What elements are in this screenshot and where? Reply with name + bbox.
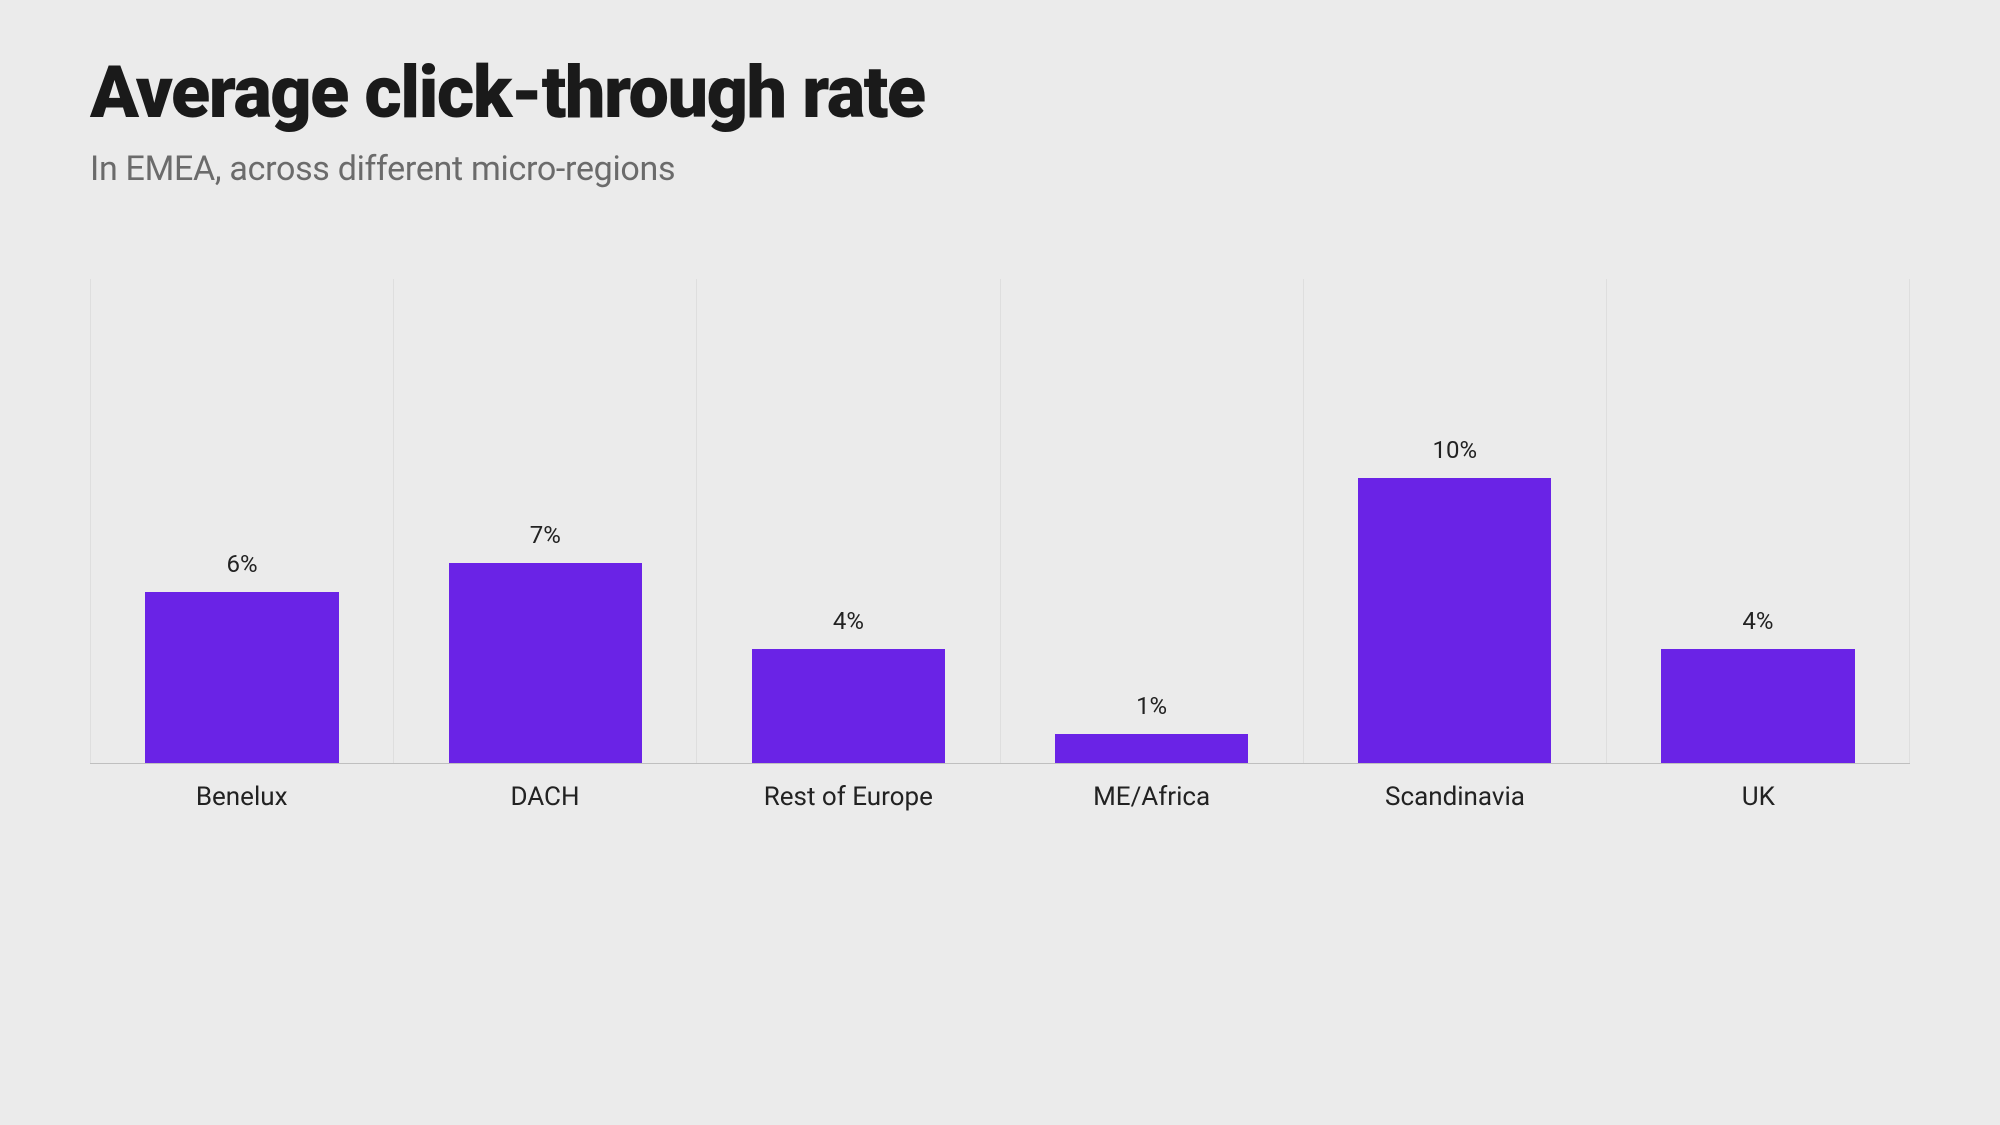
bar (1055, 734, 1248, 762)
bar-value-label: 4% (833, 607, 864, 635)
bar-value-label: 1% (1136, 692, 1167, 720)
chart-title: Average click-through rate (90, 55, 1910, 131)
bar-column: 7% (393, 279, 696, 763)
bar-value-label: 4% (1742, 607, 1773, 635)
chart-subtitle: In EMEA, across different micro-regions (90, 149, 1910, 189)
bar (449, 563, 642, 762)
bar-column: 1% (1000, 279, 1303, 763)
chart-area: 6% 7% 4% 1% 10% 4% BeneluxDACHRest of EuropeM… (90, 279, 1910, 812)
bar (752, 649, 945, 763)
bar (1358, 478, 1551, 763)
bar-value-label: 6% (227, 550, 258, 578)
bar-column: 4% (696, 279, 999, 763)
bar-column: 10% (1303, 279, 1606, 763)
x-axis-label: Scandinavia (1303, 782, 1606, 812)
x-axis-label: Benelux (90, 782, 393, 812)
bar (1661, 649, 1854, 763)
x-axis-label: UK (1607, 782, 1910, 812)
x-axis-label: ME/Africa (1000, 782, 1303, 812)
chart-container: Average click-through rate In EMEA, acro… (0, 0, 2000, 1125)
x-axis-labels: BeneluxDACHRest of EuropeME/AfricaScandi… (90, 782, 1910, 812)
x-axis-label: Rest of Europe (697, 782, 1000, 812)
bar-value-label: 10% (1432, 436, 1477, 464)
bar-column: 4% (1606, 279, 1910, 763)
bar (145, 592, 338, 763)
bar-value-label: 7% (530, 521, 561, 549)
x-axis-label: DACH (393, 782, 696, 812)
bar-column: 6% (90, 279, 393, 763)
plot-area: 6% 7% 4% 1% 10% 4% (90, 279, 1910, 764)
